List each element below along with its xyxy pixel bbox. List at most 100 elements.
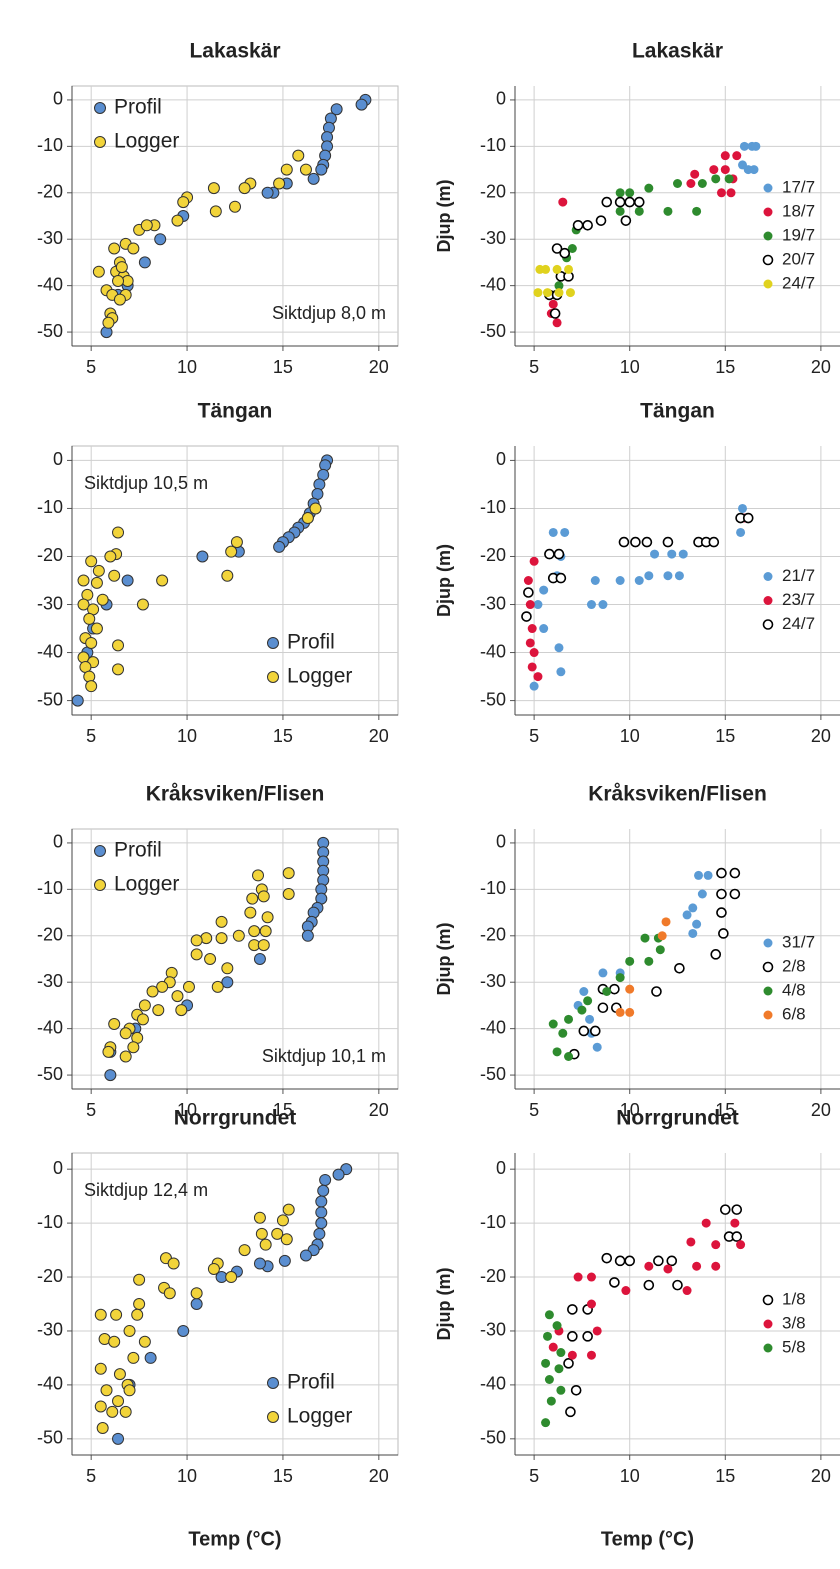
point	[273, 177, 286, 190]
point	[634, 576, 644, 585]
point	[533, 288, 543, 298]
point	[313, 1227, 326, 1240]
point	[138, 256, 151, 269]
point	[115, 261, 128, 274]
legend-marker	[762, 1294, 774, 1306]
legend-label: 6/8	[782, 1004, 806, 1023]
y-tick-label: -30	[480, 971, 506, 991]
point	[259, 1238, 272, 1251]
point	[625, 1007, 635, 1017]
legend-marker	[762, 619, 774, 630]
point	[633, 196, 645, 208]
point	[154, 233, 167, 246]
point	[625, 956, 635, 966]
point	[108, 569, 121, 582]
legend-label: 19/7	[782, 225, 815, 244]
point	[167, 1257, 180, 1270]
point	[104, 1069, 117, 1082]
point	[742, 512, 754, 524]
point	[544, 548, 555, 560]
point	[131, 1308, 144, 1321]
point	[548, 1019, 558, 1029]
y-tick-label: -10	[37, 497, 63, 517]
point	[238, 182, 251, 195]
point	[558, 1028, 568, 1038]
x-axis-label: Temp (°C)	[188, 1528, 281, 1550]
point	[96, 593, 109, 606]
point	[720, 165, 730, 175]
legend-marker	[763, 938, 773, 948]
y-tick-label: -40	[37, 641, 63, 661]
x-tick-label: 20	[369, 1466, 389, 1486]
point	[257, 890, 270, 903]
legend-marker	[94, 879, 106, 891]
y-tick-label: -10	[480, 1212, 506, 1232]
point	[525, 638, 535, 648]
point	[564, 1052, 574, 1061]
point	[276, 1214, 289, 1227]
point	[674, 571, 684, 581]
point	[644, 571, 654, 581]
point	[624, 196, 636, 208]
point	[749, 165, 759, 175]
point	[716, 867, 727, 879]
legend-label: 24/7	[782, 614, 815, 633]
legend-label: Logger	[114, 873, 179, 896]
legend-marker	[762, 254, 774, 266]
point	[553, 548, 565, 560]
point	[539, 624, 549, 634]
point	[630, 536, 641, 548]
point	[94, 1308, 107, 1321]
point	[315, 163, 328, 176]
y-tick-label: 0	[53, 89, 63, 109]
point	[552, 318, 562, 328]
point	[543, 1331, 552, 1341]
point	[94, 1400, 107, 1413]
panel-title: Kråksviken/Flisen	[146, 783, 325, 806]
y-tick-label: 0	[496, 449, 506, 469]
point	[609, 1277, 620, 1288]
point	[215, 915, 228, 928]
y-tick-label: -40	[37, 1017, 63, 1037]
legend-label: 17/7	[782, 177, 815, 196]
legend-label: Profil	[114, 839, 162, 862]
x-tick-label: 5	[86, 1466, 96, 1486]
point	[644, 183, 654, 193]
point	[548, 1342, 558, 1352]
legend-label: 1/8	[782, 1289, 806, 1308]
point	[253, 1257, 266, 1270]
legend-marker	[94, 102, 106, 114]
point	[138, 1335, 151, 1348]
point	[641, 536, 653, 548]
legend-marker	[763, 207, 773, 217]
y-tick-label: -20	[480, 1266, 506, 1286]
point	[719, 1204, 731, 1215]
point	[726, 188, 736, 198]
point	[108, 1335, 121, 1348]
point	[653, 1255, 664, 1267]
point	[146, 985, 159, 998]
panel: Kråksviken/Flisen 5 10 15 20 0 -10 -20 -30 -40 -50…	[434, 783, 840, 1120]
x-axis-label: Temp (°C)	[601, 1528, 694, 1550]
y-tick-label: -20	[37, 1266, 63, 1286]
legend-label: 18/7	[782, 201, 815, 220]
y-tick-label: -20	[480, 545, 506, 565]
point	[332, 1168, 345, 1181]
point	[597, 1002, 609, 1014]
point	[85, 680, 98, 693]
point	[317, 1184, 330, 1197]
point	[253, 953, 266, 965]
point	[112, 663, 125, 676]
point	[190, 1287, 203, 1300]
point	[682, 1286, 692, 1296]
legend-marker	[267, 671, 279, 683]
y-axis-label: Djup (m)	[434, 544, 454, 617]
y-tick-label: -30	[37, 1320, 63, 1340]
x-tick-label: 15	[715, 357, 735, 377]
point	[625, 188, 635, 198]
point	[720, 151, 730, 161]
point	[315, 1217, 328, 1230]
point	[555, 572, 567, 584]
point	[709, 165, 719, 175]
